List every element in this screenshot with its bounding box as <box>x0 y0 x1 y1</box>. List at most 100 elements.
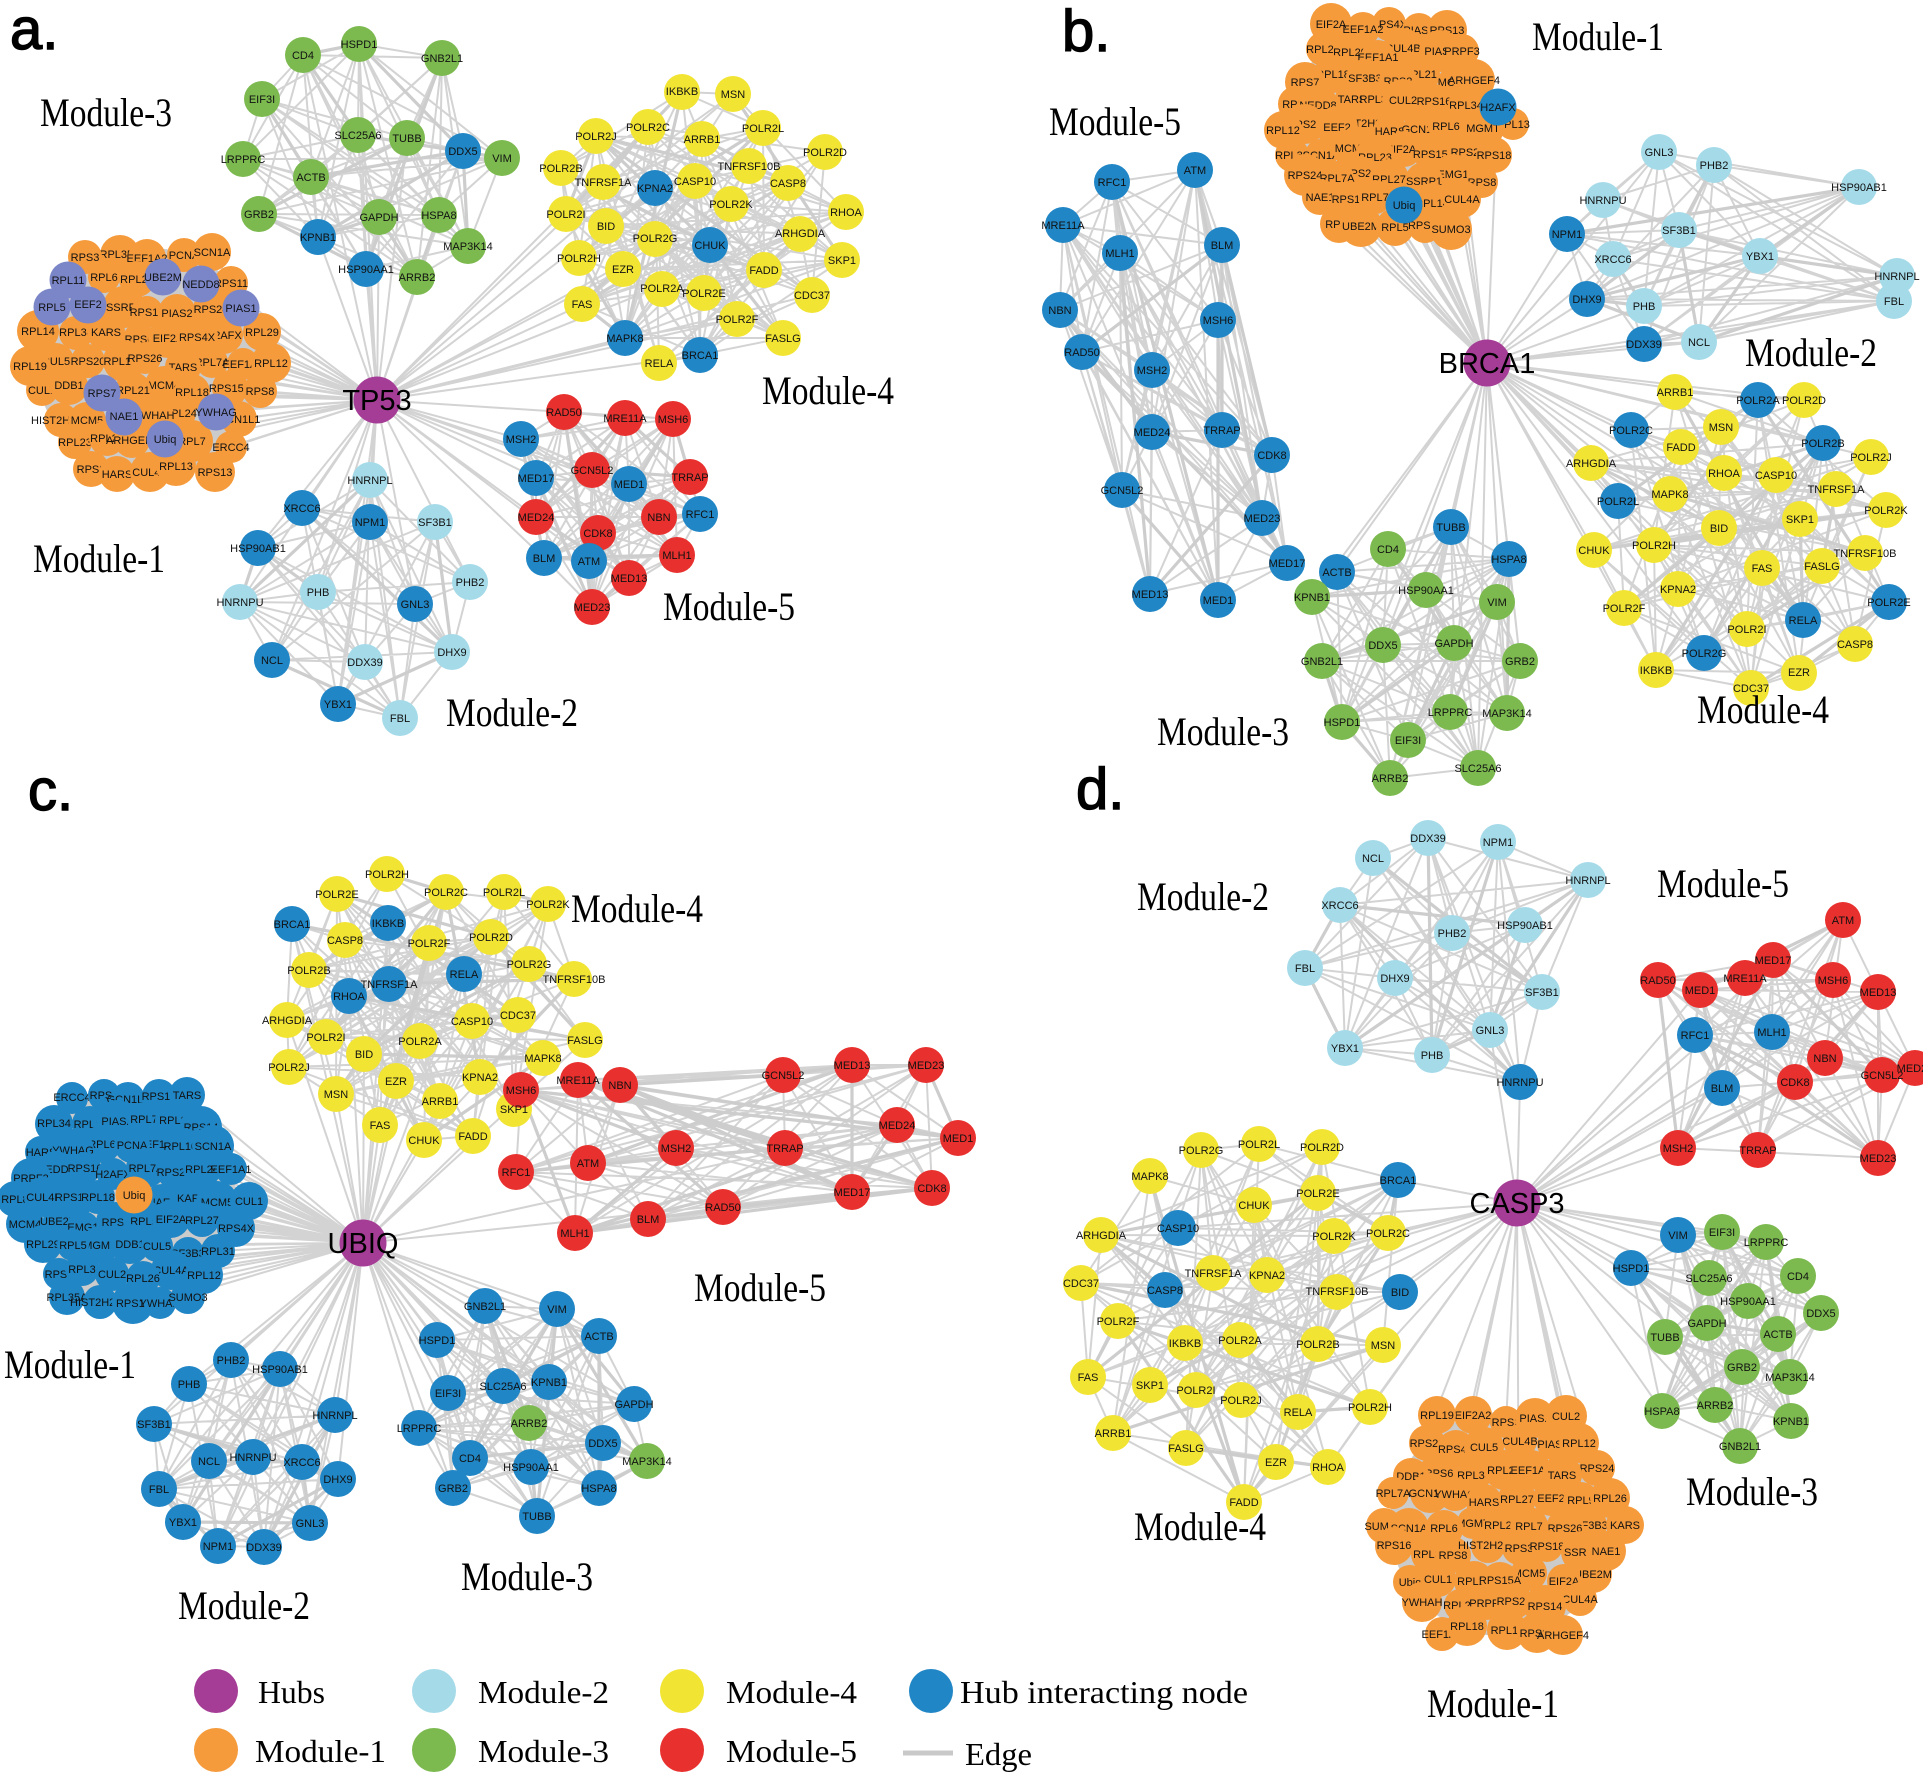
svg-text:MSH6: MSH6 <box>658 414 689 426</box>
svg-text:TNFRSF1A: TNFRSF1A <box>1185 1268 1243 1280</box>
svg-text:Ubiq: Ubiq <box>1393 200 1416 212</box>
svg-text:PHB2: PHB2 <box>217 1355 246 1367</box>
svg-text:RFC1: RFC1 <box>1681 1030 1710 1042</box>
svg-text:POLR2B: POLR2B <box>539 163 582 175</box>
svg-text:RPL35A: RPL35A <box>47 1292 89 1304</box>
svg-text:RELA: RELA <box>1789 615 1818 627</box>
svg-text:YWHAH: YWHAH <box>140 1298 181 1310</box>
svg-text:a.: a. <box>10 0 58 62</box>
svg-text:Module-1: Module-1 <box>1427 1681 1559 1726</box>
svg-text:RELA: RELA <box>450 969 479 981</box>
svg-text:POLR2F: POLR2F <box>408 938 451 950</box>
svg-text:MED13: MED13 <box>611 573 648 585</box>
svg-text:PRPF3: PRPF3 <box>1469 1598 1504 1610</box>
svg-text:FADD: FADD <box>1666 442 1695 454</box>
svg-text:BID: BID <box>1391 1287 1409 1299</box>
svg-text:RPL21: RPL21 <box>116 385 150 397</box>
svg-text:RPS18: RPS18 <box>130 307 165 319</box>
svg-text:PHB2: PHB2 <box>456 577 485 589</box>
svg-text:RPS8: RPS8 <box>246 386 275 398</box>
svg-text:Module-2: Module-2 <box>478 1674 609 1710</box>
svg-text:RPL19: RPL19 <box>1420 1410 1454 1422</box>
svg-text:MSH6: MSH6 <box>1818 975 1849 987</box>
svg-text:SF3B1: SF3B1 <box>1662 225 1696 237</box>
svg-text:UBIQ: UBIQ <box>328 1228 399 1260</box>
svg-text:MSH2: MSH2 <box>1137 365 1168 377</box>
svg-text:DDX39: DDX39 <box>347 657 382 669</box>
svg-text:NAE1: NAE1 <box>1306 192 1335 204</box>
svg-text:ERCC4: ERCC4 <box>53 1092 90 1104</box>
svg-text:MAP3K14: MAP3K14 <box>622 1456 672 1468</box>
svg-text:ARRB2: ARRB2 <box>399 272 436 284</box>
svg-text:POLR2B: POLR2B <box>287 965 330 977</box>
svg-text:HNRNPU: HNRNPU <box>216 597 263 609</box>
svg-text:NEDD8: NEDD8 <box>182 279 219 291</box>
svg-text:Module-3: Module-3 <box>1157 709 1289 754</box>
svg-text:POLR2K: POLR2K <box>1312 1231 1356 1243</box>
svg-text:RPL7: RPL7 <box>178 436 206 448</box>
svg-text:BRCA1: BRCA1 <box>1439 348 1536 380</box>
svg-text:FAS: FAS <box>572 299 593 311</box>
svg-text:POLR2C: POLR2C <box>1609 425 1653 437</box>
svg-text:TNFRSF10B: TNFRSF10B <box>1306 1286 1369 1298</box>
svg-text:ARRB1: ARRB1 <box>1095 1428 1132 1440</box>
svg-text:NPM1: NPM1 <box>355 517 386 529</box>
svg-text:GAPDH: GAPDH <box>359 212 398 224</box>
svg-text:Module-1: Module-1 <box>255 1733 386 1769</box>
svg-text:BLM: BLM <box>637 1214 660 1226</box>
svg-text:GNB2L1: GNB2L1 <box>464 1301 506 1313</box>
svg-text:RPS14: RPS14 <box>1332 194 1367 206</box>
svg-text:FAS: FAS <box>370 1120 391 1132</box>
svg-text:KPNA2: KPNA2 <box>1249 1270 1285 1282</box>
svg-text:SKP1: SKP1 <box>1786 514 1814 526</box>
svg-text:YWHAH: YWHAH <box>134 410 175 422</box>
svg-text:CDC37: CDC37 <box>500 1010 536 1022</box>
svg-text:BRCA1: BRCA1 <box>274 919 311 931</box>
svg-text:POLR2K: POLR2K <box>1864 505 1908 517</box>
svg-text:CASP8: CASP8 <box>1147 1285 1183 1297</box>
svg-text:ARHGDIA: ARHGDIA <box>262 1015 313 1027</box>
svg-text:RPS26: RPS26 <box>1548 1523 1583 1535</box>
svg-text:POLR2H: POLR2H <box>1632 540 1676 552</box>
svg-text:RPL12: RPL12 <box>254 358 288 370</box>
svg-text:RPL34: RPL34 <box>59 327 93 339</box>
svg-text:BID: BID <box>597 221 615 233</box>
svg-text:POLR2L: POLR2L <box>483 887 525 899</box>
svg-text:SCN1A: SCN1A <box>194 247 231 259</box>
svg-text:GNL3: GNL3 <box>1645 147 1674 159</box>
svg-text:RFC1: RFC1 <box>1098 177 1127 189</box>
svg-text:RPS24: RPS24 <box>1580 1463 1615 1475</box>
svg-text:POLR2E: POLR2E <box>315 889 358 901</box>
svg-text:POLR2B: POLR2B <box>1296 1339 1339 1351</box>
svg-text:CDC37: CDC37 <box>1063 1278 1099 1290</box>
svg-text:CDC37: CDC37 <box>1733 683 1769 695</box>
svg-text:MRE11A: MRE11A <box>603 413 647 425</box>
svg-text:SKP1: SKP1 <box>1136 1380 1164 1392</box>
svg-text:KPNA2: KPNA2 <box>637 183 673 195</box>
svg-text:MAPK8: MAPK8 <box>1131 1171 1168 1183</box>
svg-text:EZR: EZR <box>612 264 634 276</box>
svg-text:POLR2E: POLR2E <box>1867 597 1910 609</box>
svg-text:MSN: MSN <box>324 1089 349 1101</box>
svg-text:RPL14: RPL14 <box>1415 198 1449 210</box>
svg-text:POLR2I: POLR2I <box>1176 1385 1215 1397</box>
svg-text:BLM: BLM <box>1711 1083 1734 1095</box>
svg-text:TUBB: TUBB <box>1436 522 1465 534</box>
svg-text:UBE2M: UBE2M <box>1342 221 1380 233</box>
svg-text:ERCC4: ERCC4 <box>212 442 249 454</box>
svg-text:PHB: PHB <box>1633 301 1656 313</box>
svg-text:POLR2H: POLR2H <box>1348 1402 1392 1414</box>
svg-text:CHUK: CHUK <box>408 1135 440 1147</box>
svg-text:Module-5: Module-5 <box>1657 861 1789 906</box>
svg-text:ATM: ATM <box>577 1158 599 1170</box>
svg-text:SF3B1: SF3B1 <box>418 517 452 529</box>
svg-text:MLH1: MLH1 <box>662 550 691 562</box>
svg-text:RPL12: RPL12 <box>187 1270 221 1282</box>
svg-text:EEF2: EEF2 <box>74 299 102 311</box>
svg-text:POLR2B: POLR2B <box>1801 438 1844 450</box>
svg-text:DDX39: DDX39 <box>246 1542 281 1554</box>
svg-text:MSN: MSN <box>721 89 746 101</box>
svg-text:RPS24: RPS24 <box>1288 170 1323 182</box>
svg-text:UBE2M: UBE2M <box>1574 1569 1612 1581</box>
svg-text:POLR2G: POLR2G <box>633 233 678 245</box>
